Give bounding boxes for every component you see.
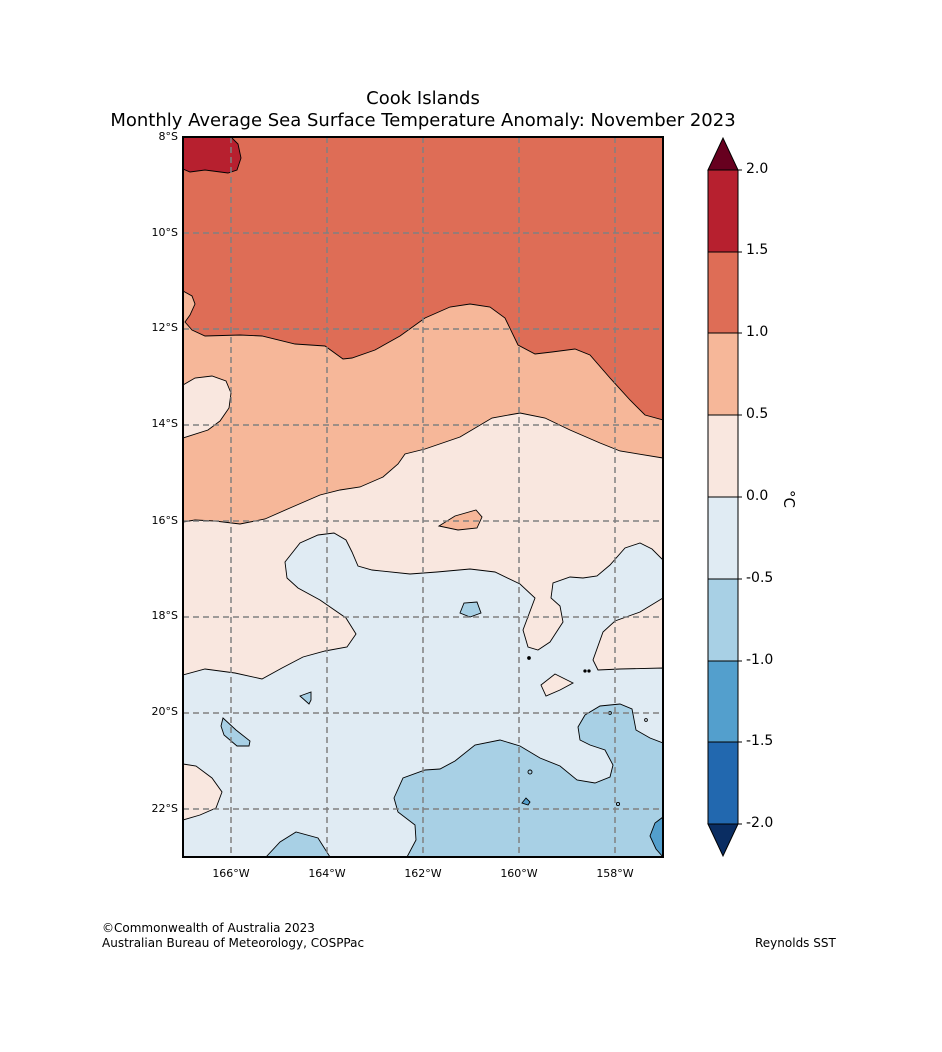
island-dot-3 <box>587 669 591 673</box>
blob-m1-0-b <box>299 691 312 705</box>
copyright-text: ©Commonwealth of Australia 2023 <box>102 921 315 935</box>
lat-label: 16°S <box>151 514 178 527</box>
colorbar-m0-5-0-0 <box>707 496 739 580</box>
lat-label: 14°S <box>151 417 178 430</box>
lon-label: 164°W <box>308 867 346 880</box>
colorbar-unit: °C <box>780 490 798 508</box>
colorbar-label: 0.0 <box>746 488 769 504</box>
colorbar-label: -1.0 <box>746 652 774 668</box>
map-frame <box>182 136 664 858</box>
patch-m1-0-southwest <box>265 831 331 857</box>
lat-label: 18°S <box>151 609 178 622</box>
island-dot-7 <box>615 801 621 807</box>
lon-label: 162°W <box>404 867 442 880</box>
colorbar-1-0-1-5 <box>707 251 739 334</box>
patch-0-0-to-0-5-small <box>540 673 574 697</box>
colorbar-label: -0.5 <box>746 570 774 586</box>
colorbar-label: -1.5 <box>746 733 774 749</box>
patch-left-0-to-0-5 <box>183 375 232 439</box>
island-dot-6 <box>527 769 533 775</box>
lat-label: 10°S <box>151 226 178 239</box>
band-1-5-to-2-0 <box>183 137 242 174</box>
graticule <box>183 137 663 857</box>
blob-m1-0-c <box>220 717 251 747</box>
island-dot-2 <box>583 669 587 673</box>
colorbar <box>707 136 742 858</box>
band-m1-5-to-m1-0 <box>649 816 663 857</box>
lat-label: 12°S <box>151 321 178 334</box>
lat-label: 22°S <box>151 802 178 815</box>
colorbar-label: 1.0 <box>746 324 769 340</box>
map-title: Cook Islands <box>366 88 480 109</box>
colorbar-label: 1.5 <box>746 242 769 258</box>
lon-label: 158°W <box>596 867 634 880</box>
agency-text: Australian Bureau of Meteorology, COSPPa… <box>102 936 365 950</box>
island-dot-5 <box>644 718 648 722</box>
colorbar-label: 2.0 <box>746 161 769 177</box>
colorbar-m2-0-m1-5 <box>707 741 739 825</box>
data-source-text: Reynolds SST <box>755 936 836 950</box>
band-m1-0-to-m0-5 <box>393 703 663 857</box>
colorbar-label: -2.0 <box>746 815 774 831</box>
lat-label: 20°S <box>151 705 178 718</box>
colorbar-0-0-0-5 <box>707 414 739 498</box>
colorbar-label: 0.5 <box>746 406 769 422</box>
patch-left-lower-0-to-0-5 <box>183 763 223 821</box>
lon-label: 160°W <box>500 867 538 880</box>
blob-m1-5-a <box>521 797 531 806</box>
lat-label: 8°S <box>158 130 178 143</box>
colorbar-1-5-2-0 <box>707 169 739 253</box>
colorbar-m1-0-m0-5 <box>707 578 739 662</box>
colorbar-m1-5-m1-0 <box>707 660 739 743</box>
colorbar-over-triangle <box>707 136 739 171</box>
island-dot-1 <box>527 656 531 660</box>
colorbar-under-triangle <box>707 823 739 858</box>
lon-label: 166°W <box>212 867 250 880</box>
patch-0-5-to-1-0 <box>437 509 483 531</box>
map-subtitle: Monthly Average Sea Surface Temperature … <box>110 110 736 131</box>
colorbar-0-5-1-0 <box>707 332 739 416</box>
